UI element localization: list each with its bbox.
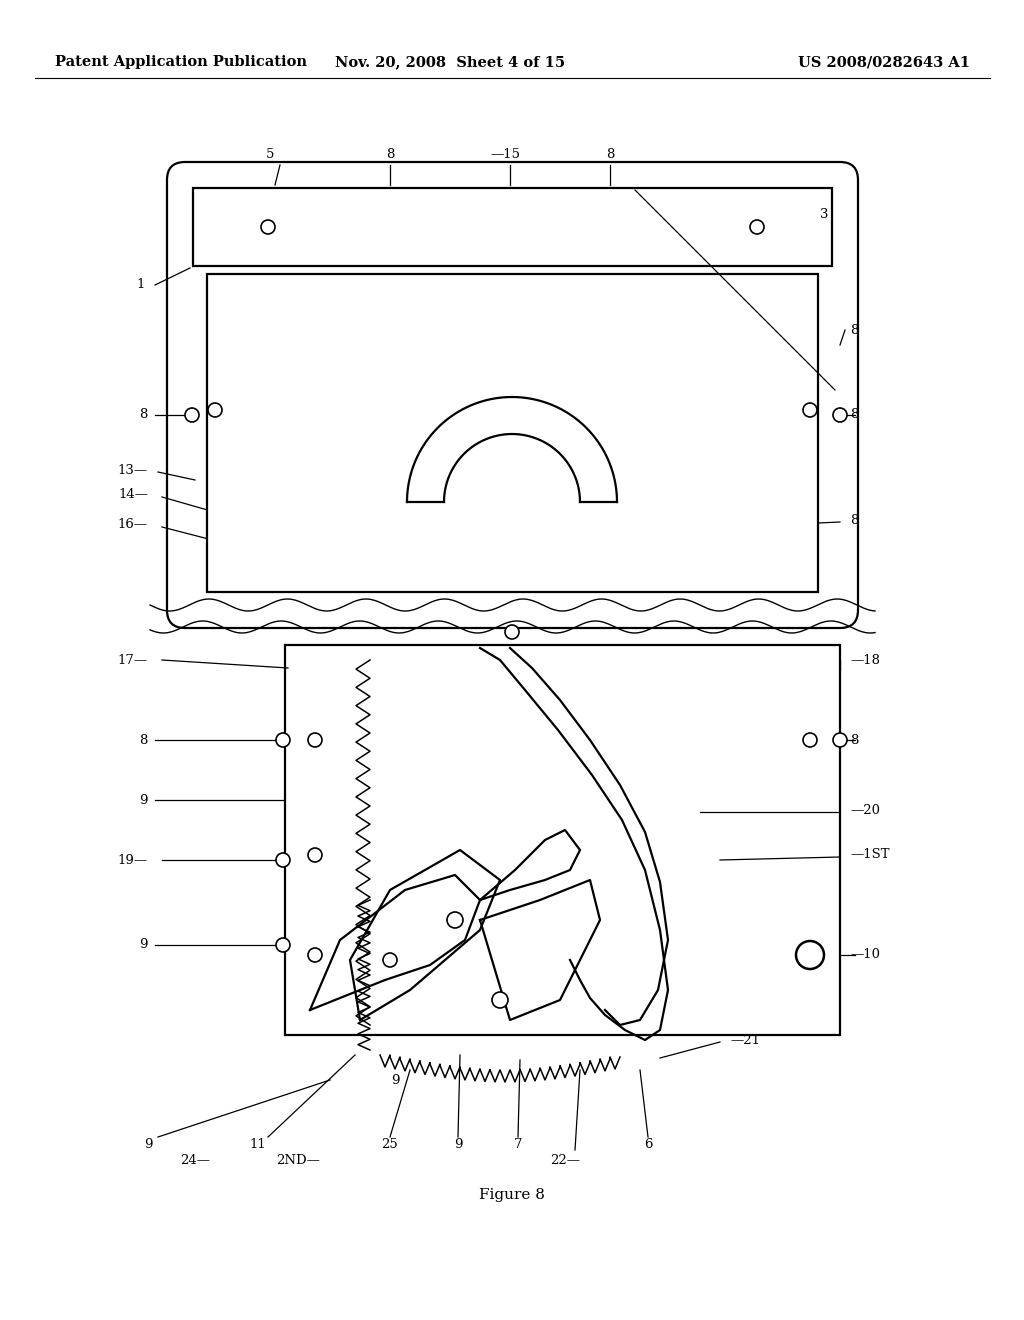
Text: 25: 25	[382, 1138, 398, 1151]
Circle shape	[383, 953, 397, 968]
Circle shape	[208, 403, 222, 417]
Text: 9: 9	[454, 1138, 462, 1151]
Text: —20: —20	[850, 804, 880, 817]
Circle shape	[492, 993, 508, 1008]
Circle shape	[185, 408, 199, 422]
Text: US 2008/0282643 A1: US 2008/0282643 A1	[798, 55, 970, 69]
Circle shape	[833, 408, 847, 422]
Text: 8: 8	[386, 149, 394, 161]
Text: 17—: 17—	[118, 653, 148, 667]
Text: 19—: 19—	[118, 854, 148, 866]
Circle shape	[796, 941, 824, 969]
Text: 8: 8	[850, 323, 858, 337]
Text: 6: 6	[644, 1138, 652, 1151]
Circle shape	[750, 220, 764, 234]
Circle shape	[261, 220, 275, 234]
Text: 9: 9	[139, 793, 148, 807]
Text: 9: 9	[139, 939, 148, 952]
Text: 8: 8	[850, 734, 858, 747]
Text: 24—: 24—	[180, 1154, 210, 1167]
Circle shape	[308, 733, 322, 747]
FancyBboxPatch shape	[167, 162, 858, 628]
Circle shape	[447, 912, 463, 928]
Text: 8: 8	[606, 149, 614, 161]
Text: 8: 8	[139, 734, 148, 747]
Text: 22—: 22—	[550, 1154, 580, 1167]
Text: 5: 5	[266, 149, 274, 161]
Text: 3: 3	[820, 209, 828, 222]
Polygon shape	[310, 875, 480, 1010]
Text: Patent Application Publication: Patent Application Publication	[55, 55, 307, 69]
Circle shape	[505, 624, 519, 639]
Circle shape	[833, 733, 847, 747]
Circle shape	[276, 939, 290, 952]
Text: 2ND—: 2ND—	[276, 1154, 319, 1167]
Text: —10: —10	[850, 949, 880, 961]
Text: 9: 9	[391, 1073, 399, 1086]
Circle shape	[276, 733, 290, 747]
Text: 11: 11	[250, 1138, 266, 1151]
Text: 13—: 13—	[118, 463, 148, 477]
Text: 1: 1	[136, 279, 145, 292]
Circle shape	[803, 733, 817, 747]
Circle shape	[276, 853, 290, 867]
Text: —18: —18	[850, 653, 880, 667]
Text: 8: 8	[139, 408, 148, 421]
Text: —15: —15	[490, 149, 520, 161]
Text: —1ST: —1ST	[850, 849, 890, 862]
Polygon shape	[480, 830, 580, 900]
Circle shape	[308, 948, 322, 962]
Text: 7: 7	[514, 1138, 522, 1151]
Circle shape	[803, 403, 817, 417]
Text: 16—: 16—	[118, 519, 148, 532]
Text: Figure 8: Figure 8	[479, 1188, 545, 1203]
Text: 14—: 14—	[118, 488, 148, 502]
Text: 9: 9	[143, 1138, 153, 1151]
Text: —21: —21	[730, 1034, 760, 1047]
Text: Nov. 20, 2008  Sheet 4 of 15: Nov. 20, 2008 Sheet 4 of 15	[335, 55, 565, 69]
Bar	[207, 275, 818, 591]
Bar	[285, 645, 840, 1035]
Circle shape	[308, 847, 322, 862]
Text: 8: 8	[850, 513, 858, 527]
Text: 8: 8	[850, 408, 858, 421]
Bar	[193, 187, 831, 267]
